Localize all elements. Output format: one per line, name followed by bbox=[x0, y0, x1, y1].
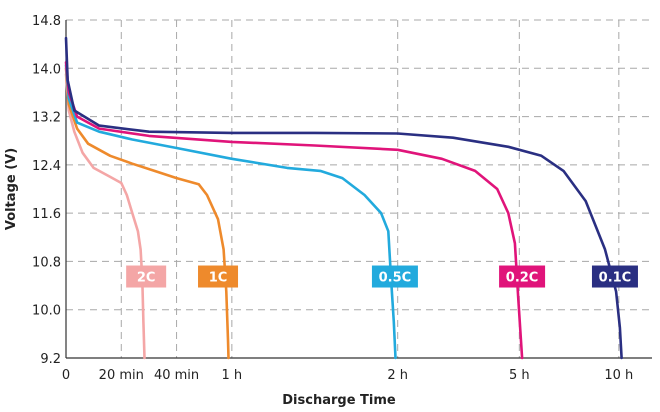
series-labels: 2C 1C 0.5C 0.2C 0.1C bbox=[126, 265, 638, 288]
series-label-text: 0.2C bbox=[506, 271, 539, 286]
series-line-0-2C bbox=[64, 61, 524, 360]
series-label-badge: 0.1C bbox=[591, 265, 638, 288]
series-label-background bbox=[126, 265, 167, 288]
series-line-0-5C bbox=[64, 64, 397, 360]
series-label-badge: 1C bbox=[198, 265, 239, 288]
x-tick-label: 2 h bbox=[387, 368, 408, 383]
series-label-background bbox=[591, 265, 638, 288]
grid-layer bbox=[66, 19, 652, 358]
series-label-text: 0.1C bbox=[599, 271, 632, 286]
y-tick-label: 14.0 bbox=[32, 62, 61, 77]
y-axis-label: Voltage (V) bbox=[4, 148, 19, 230]
x-tick-labels: 0 20 min 40 min 1 h 2 h 5 h 10 h bbox=[62, 368, 633, 383]
series-line-0-1C bbox=[64, 36, 623, 360]
series-label-badge: 2C bbox=[126, 265, 167, 288]
series-label-badge: 0.5C bbox=[371, 265, 418, 288]
y-tick-label: 10.8 bbox=[32, 255, 61, 270]
axis-layer bbox=[65, 20, 652, 359]
series-label-text: 2C bbox=[137, 271, 156, 286]
y-tick-label: 12.4 bbox=[32, 159, 61, 174]
y-tick-label: 13.2 bbox=[32, 111, 61, 126]
series-label-background bbox=[198, 265, 239, 288]
x-tick-label: 10 h bbox=[604, 368, 633, 383]
y-tick-label: 11.6 bbox=[32, 207, 61, 222]
x-tick-label: 0 bbox=[62, 368, 70, 383]
y-tick-label: 14.8 bbox=[32, 14, 61, 29]
y-tick-labels: 14.8 14.0 13.2 12.4 11.6 10.8 10.0 9.2 bbox=[32, 14, 61, 367]
series-label-text: 0.5C bbox=[379, 271, 412, 286]
series-label-badge: 0.2C bbox=[499, 265, 546, 288]
series-label-background bbox=[499, 265, 546, 288]
series-label-text: 1C bbox=[209, 271, 228, 286]
x-axis-label: Discharge Time bbox=[282, 393, 396, 408]
x-tick-label: 5 h bbox=[509, 368, 530, 383]
x-tick-label: 1 h bbox=[222, 368, 243, 383]
y-tick-label: 10.0 bbox=[32, 304, 61, 319]
x-tick-label: 20 min bbox=[99, 368, 144, 383]
series-label-background bbox=[371, 265, 418, 288]
x-tick-label: 40 min bbox=[154, 368, 199, 383]
y-tick-label: 9.2 bbox=[40, 352, 61, 367]
